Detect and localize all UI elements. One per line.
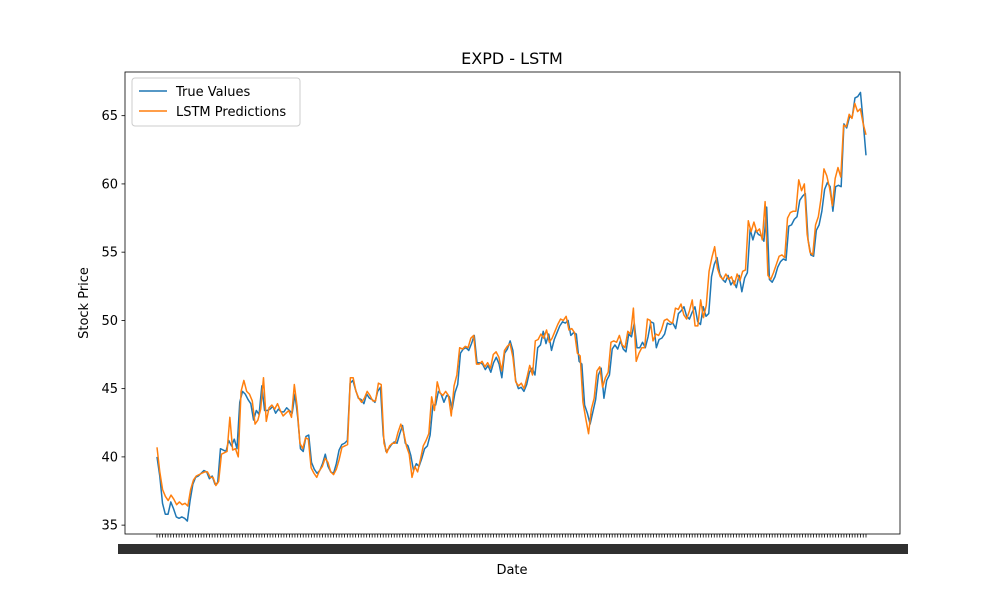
legend-label-true-values: True Values (175, 85, 250, 100)
x-tick-labels-dense (118, 544, 908, 554)
legend-label-predictions: LSTM Predictions (176, 105, 286, 120)
y-tick-label: 55 (101, 246, 118, 261)
series-line-true-values (156, 91, 867, 522)
y-tick-label: 35 (101, 519, 118, 534)
chart-title: EXPD - LSTM (461, 49, 563, 68)
legend: True Values LSTM Predictions (131, 77, 301, 127)
plot-area: 35 40 45 50 55 60 65 (101, 71, 908, 554)
series-line-lstm-predictions (156, 102, 867, 507)
x-axis-label: Date (496, 563, 527, 578)
y-tick-label: 50 (101, 314, 118, 329)
y-tick-label: 60 (101, 177, 118, 192)
y-tick-label: 40 (101, 450, 118, 465)
y-tick-label: 65 (101, 109, 118, 124)
legend-frame (131, 77, 301, 127)
y-tick-label: 45 (101, 382, 118, 397)
y-axis-label: Stock Price (77, 267, 92, 339)
x-tick-marks (156, 534, 867, 538)
